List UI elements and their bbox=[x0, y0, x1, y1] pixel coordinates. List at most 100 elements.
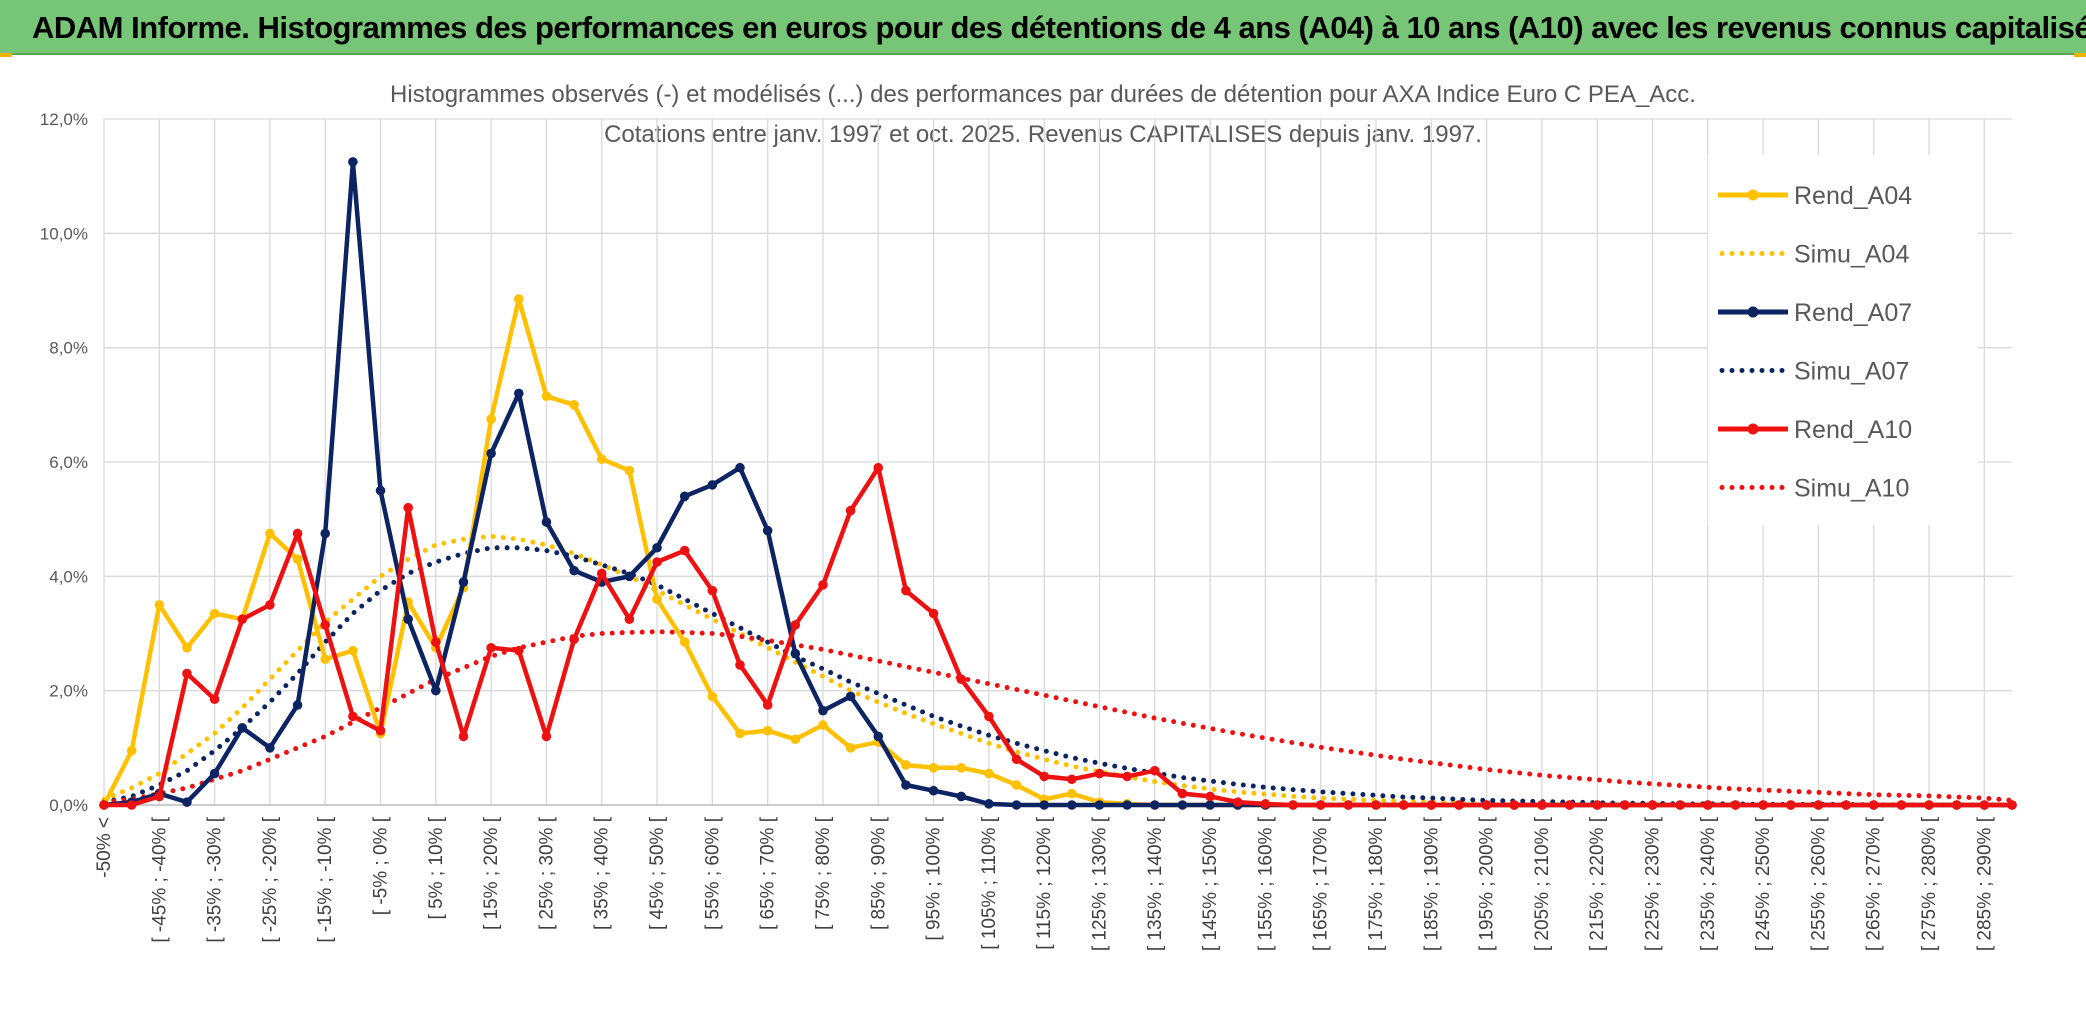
series-rend-a10-point bbox=[1094, 768, 1105, 779]
series-rend-a07-point bbox=[1205, 800, 1215, 810]
series-rend-a07-point bbox=[1122, 800, 1132, 810]
series-rend-a10-point bbox=[182, 668, 192, 679]
series-rend-a04-point bbox=[348, 645, 358, 656]
series-rend-a04-point bbox=[292, 554, 303, 564]
y-tick-label: 2,0% bbox=[49, 682, 88, 701]
series-rend-a10-point bbox=[2007, 800, 2017, 810]
series-rend-a04-point bbox=[984, 768, 994, 779]
series-rend-a10-point bbox=[1011, 754, 1022, 765]
x-tick-label: [ 235% ; 240% [ bbox=[1698, 816, 1719, 951]
y-tick-label: 8,0% bbox=[49, 339, 88, 358]
x-tick-label: [ 85% ; 90% [ bbox=[868, 816, 889, 930]
series-rend-a04-point bbox=[154, 600, 165, 610]
x-tick-label: [ 205% ; 210% [ bbox=[1532, 816, 1553, 951]
series-rend-a04-point bbox=[265, 528, 275, 539]
legend-rend-a04-marker bbox=[1747, 189, 1759, 201]
x-tick-label: [ 155% ; 160% [ bbox=[1255, 816, 1276, 951]
series-rend-a07-point bbox=[513, 388, 524, 399]
series-rend-a10-point bbox=[1315, 800, 1326, 810]
series-rend-a10-point bbox=[1509, 800, 1520, 810]
series-rend-a07-point bbox=[818, 705, 828, 716]
y-tick-label: 0,0% bbox=[49, 796, 88, 815]
series-rend-a10-point bbox=[1454, 800, 1464, 810]
series-rend-a04-point bbox=[513, 294, 524, 304]
series-rend-a10-point bbox=[1426, 800, 1437, 810]
series-rend-a10-point bbox=[1398, 800, 1409, 810]
series-rend-a10-point bbox=[1868, 800, 1879, 810]
x-tick-label: [ -45% ; -40% [ bbox=[149, 816, 170, 942]
series-rend-a10-point bbox=[431, 637, 441, 647]
x-tick-label: [ -5% ; 0% [ bbox=[371, 816, 392, 915]
series-rend-a07-point bbox=[348, 157, 358, 167]
series-rend-a10-point bbox=[458, 731, 469, 742]
chart-series bbox=[99, 157, 2017, 810]
series-rend-a10-point bbox=[348, 711, 358, 722]
series-rend-a07-point bbox=[1177, 800, 1188, 810]
series-rend-a10-point bbox=[901, 585, 911, 596]
x-tick-label: [ 125% ; 130% [ bbox=[1089, 816, 1110, 951]
chart-title: Histogrammes observés (-) et modélisés (… bbox=[390, 81, 1696, 108]
series-rend-a10-point bbox=[1924, 800, 1934, 810]
legend-rend-a07-marker bbox=[1747, 306, 1759, 318]
series-rend-a04-point bbox=[790, 734, 801, 745]
series-rend-a04-point bbox=[956, 763, 967, 773]
series-rend-a07-point bbox=[569, 565, 579, 576]
series-rend-a10-point bbox=[1122, 771, 1132, 782]
series-rend-a07-point bbox=[735, 462, 745, 473]
series-rend-a10-point bbox=[1647, 800, 1658, 810]
series-rend-a10-point bbox=[790, 620, 801, 630]
x-tick-label: [ 5% ; 10% [ bbox=[426, 816, 447, 919]
series-rend-a10-point bbox=[1288, 800, 1298, 810]
series-rend-a10-point bbox=[1067, 774, 1077, 785]
series-rend-a07-point bbox=[237, 723, 248, 733]
series-rend-a10-point bbox=[154, 791, 165, 802]
x-tick-label: [ 275% ; 280% [ bbox=[1919, 816, 1940, 951]
series-rend-a10-point bbox=[1260, 799, 1271, 809]
series-rend-a10-point bbox=[375, 725, 386, 736]
x-tick-label: [ 175% ; 180% [ bbox=[1366, 816, 1387, 951]
series-rend-a10-point bbox=[1039, 771, 1049, 782]
series-rend-a07-point bbox=[182, 797, 192, 807]
series-rend-a10-point bbox=[1951, 800, 1962, 810]
x-tick-label: [ 265% ; 270% [ bbox=[1864, 816, 1885, 951]
series-rend-a10-point bbox=[1149, 765, 1160, 776]
y-tick-label: 12,0% bbox=[40, 110, 88, 129]
x-tick-label: [ 145% ; 150% [ bbox=[1200, 816, 1221, 951]
series-rend-a10-point bbox=[209, 694, 220, 705]
series-rend-a10-point bbox=[956, 674, 967, 685]
series-rend-a10-point bbox=[99, 800, 109, 810]
series-rend-a07-point bbox=[624, 571, 635, 582]
x-tick-label: [ 135% ; 140% [ bbox=[1145, 816, 1166, 951]
series-rend-a10-point bbox=[1896, 800, 1907, 810]
series-rend-a04-point bbox=[707, 691, 718, 702]
series-rend-a10-point bbox=[403, 502, 413, 513]
x-tick-label: [ 115% ; 120% [ bbox=[1034, 816, 1055, 949]
series-rend-a10-point bbox=[652, 557, 662, 567]
series-rend-a10-point bbox=[541, 731, 552, 742]
x-tick-label: [ 245% ; 250% [ bbox=[1753, 816, 1774, 951]
series-rend-a10-point bbox=[1813, 800, 1824, 810]
series-rend-a10-point bbox=[237, 614, 248, 625]
x-tick-label: [ 195% ; 200% [ bbox=[1477, 816, 1498, 951]
series-rend-a10-point bbox=[1841, 800, 1851, 810]
x-tick-label: [ 15% ; 20% [ bbox=[481, 816, 502, 930]
series-rend-a10-point bbox=[1979, 800, 1990, 810]
series-rend-a07-point bbox=[458, 577, 469, 587]
series-rend-a04-point bbox=[652, 594, 662, 604]
series-rend-a10-point bbox=[1371, 800, 1381, 810]
series-rend-a10-point bbox=[126, 800, 137, 810]
legend-simu-a07-label: Simu_A07 bbox=[1794, 358, 1909, 386]
series-rend-a04-point bbox=[762, 725, 773, 736]
series-rend-a07-point bbox=[901, 780, 911, 790]
x-tick-label: [ -35% ; -30% [ bbox=[205, 816, 226, 942]
x-tick-label: [ 255% ; 260% [ bbox=[1808, 816, 1829, 951]
legend-rend-a10-label: Rend_A10 bbox=[1794, 416, 1912, 444]
y-axis: 0,0% 2,0% 4,0% 6,0% 8,0% 10,0% 12,0% bbox=[40, 110, 88, 815]
series-rend-a04-point bbox=[182, 642, 192, 653]
series-rend-a10-point bbox=[1564, 800, 1575, 810]
series-rend-a07-point bbox=[707, 480, 718, 490]
series-rend-a10-point bbox=[873, 462, 884, 473]
x-tick-label: [ 35% ; 40% [ bbox=[592, 816, 613, 930]
series-rend-a04-point bbox=[596, 454, 607, 464]
x-tick-label: [ 285% ; 290% [ bbox=[1974, 816, 1995, 951]
